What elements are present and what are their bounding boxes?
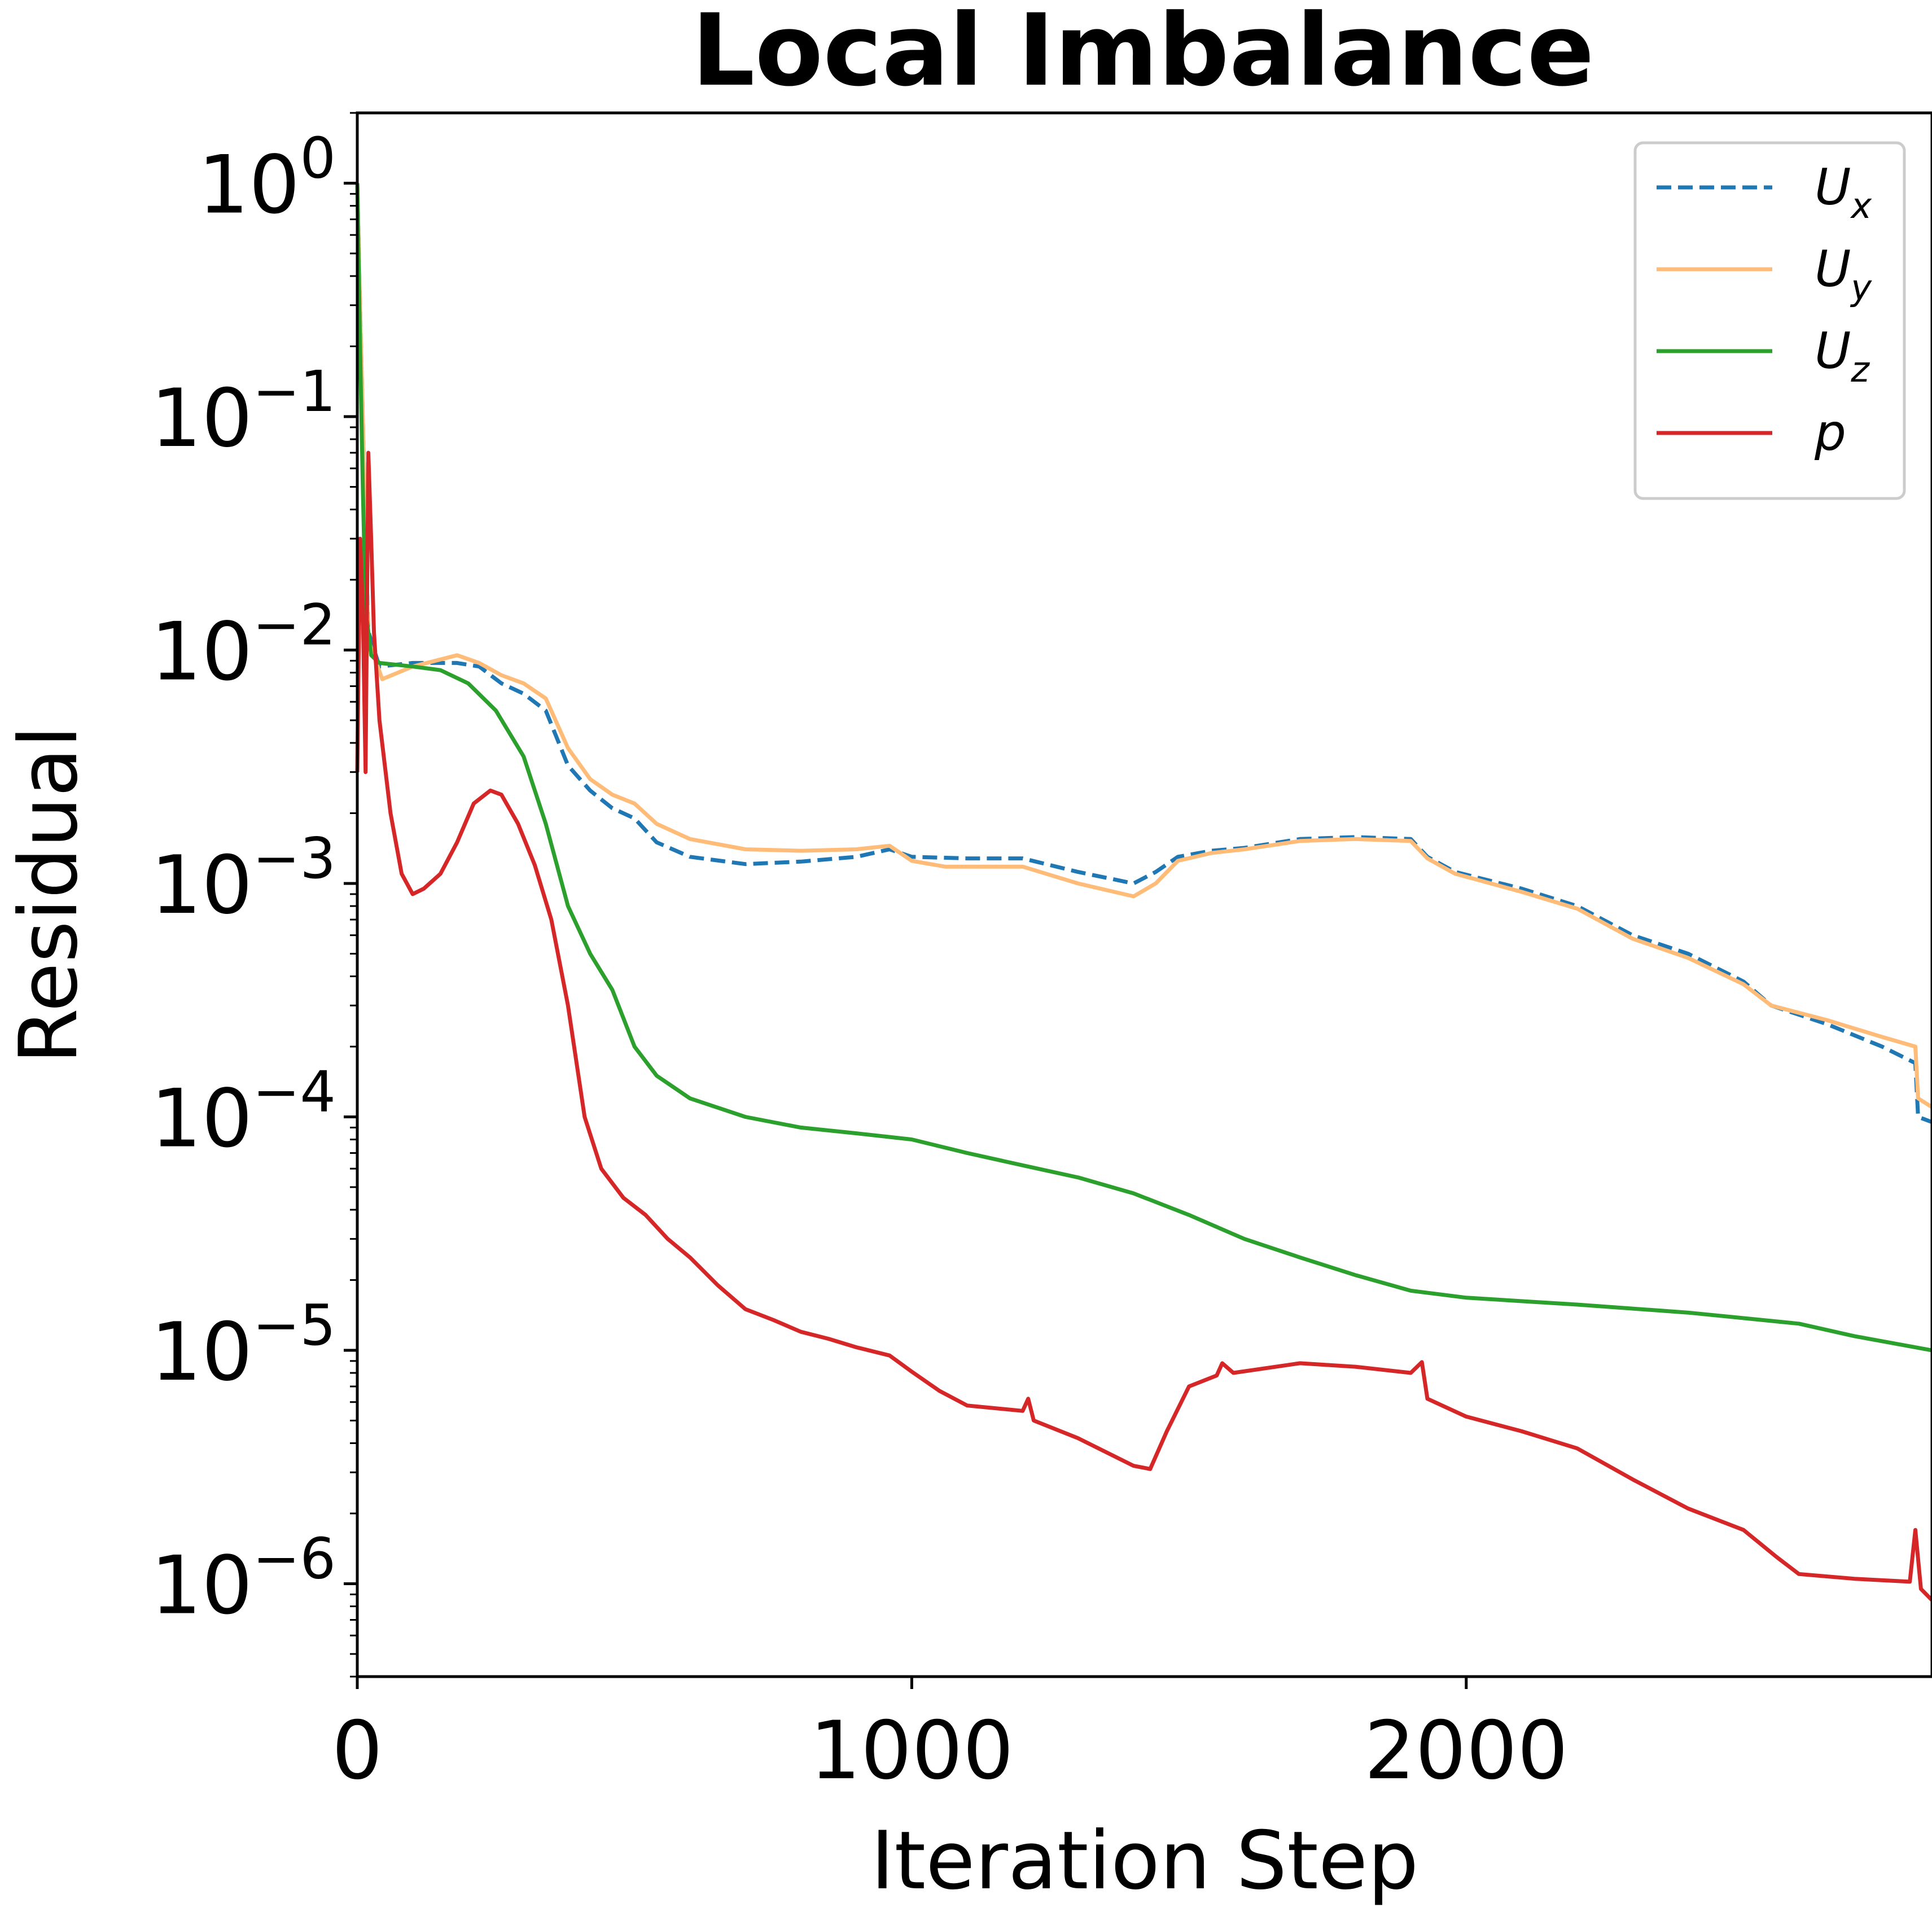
x-tick-label: 1000 — [810, 1704, 1014, 1797]
series-line-ux — [355, 183, 1932, 1124]
chart-title: Local Imbalance — [691, 0, 1594, 108]
y-axis-label: Residual — [2, 725, 95, 1064]
plot-frame — [356, 111, 1932, 1678]
plot-area — [355, 183, 1932, 1602]
series-line-p — [355, 450, 1932, 1602]
legend-box — [1633, 141, 1906, 500]
x-axis-label: Iteration Step — [871, 1814, 1419, 1907]
legend-label: p — [1814, 404, 1846, 462]
y-tick-label: 100 — [198, 125, 336, 231]
series-line-uz — [355, 183, 1932, 1353]
x-tick-label: 2000 — [1364, 1704, 1568, 1797]
x-tick-label: 0 — [332, 1704, 383, 1797]
series-line-uy — [355, 183, 1932, 1109]
